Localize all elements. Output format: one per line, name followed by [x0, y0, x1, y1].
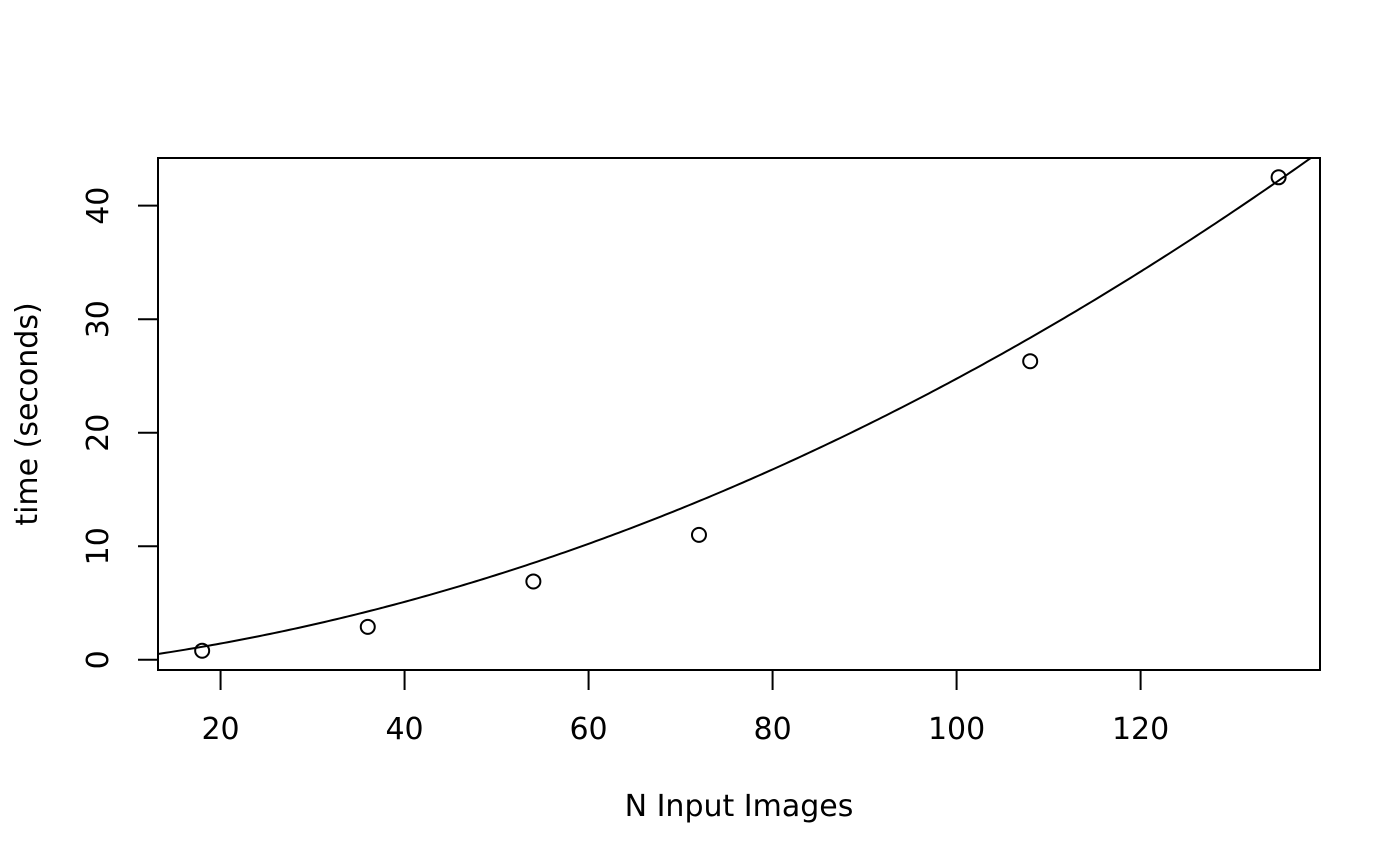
y-tick-label: 40: [81, 187, 116, 225]
y-tick-label: 20: [81, 414, 116, 452]
data-points: [194, 169, 1287, 659]
data-point: [1022, 353, 1039, 370]
data-point: [690, 526, 707, 543]
x-tick-label: 60: [569, 712, 607, 747]
fit-curve: [157, 157, 1312, 655]
y-tick-label: 10: [81, 527, 116, 565]
x-axis-label: N Input Images: [625, 789, 854, 824]
data-point: [1270, 169, 1287, 186]
x-tick-label: 20: [201, 712, 239, 747]
x-tick-label: 100: [928, 712, 985, 747]
y-tick-label: 30: [81, 300, 116, 338]
y-axis-label: time (seconds): [10, 302, 45, 525]
x-axis: 20 40 60 80 100 120: [201, 669, 1169, 747]
x-tick-label: 40: [385, 712, 423, 747]
data-point: [194, 642, 211, 659]
plot-frame: [157, 157, 1321, 671]
y-tick-label: 0: [81, 650, 116, 669]
data-point: [525, 573, 542, 590]
y-axis: 0 10 20 30 40: [81, 187, 159, 669]
data-point: [359, 618, 376, 635]
x-tick-label: 80: [753, 712, 791, 747]
x-tick-label: 120: [1112, 712, 1169, 747]
